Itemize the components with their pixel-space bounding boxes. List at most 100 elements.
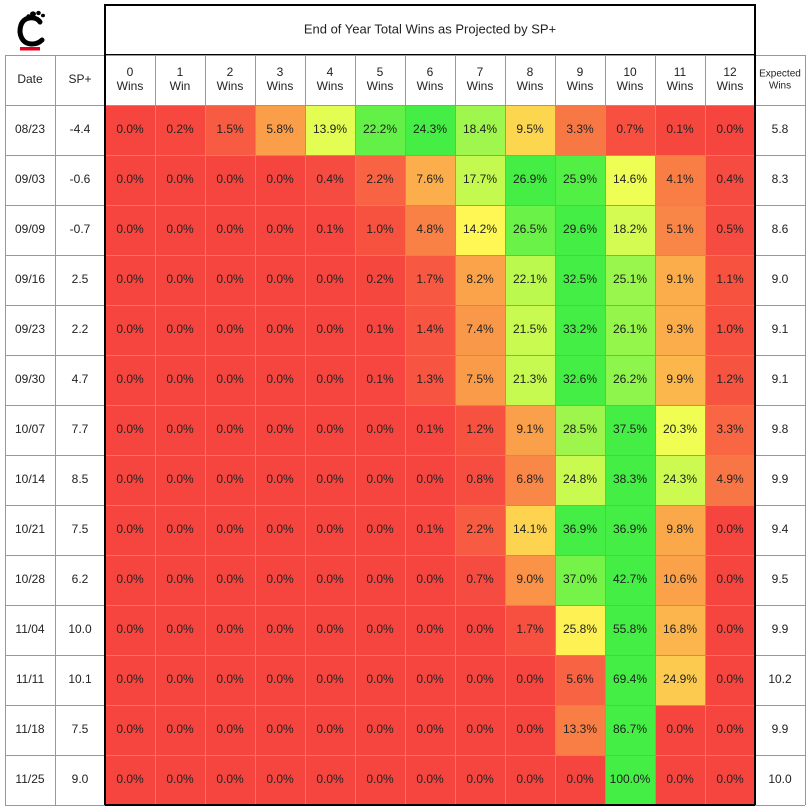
heatmap-cell xyxy=(355,155,405,205)
heatmap-cell-label: 0.0% xyxy=(316,272,344,286)
heatmap-cell-label: 0.0% xyxy=(416,722,444,736)
heatmap-cell xyxy=(455,555,505,605)
heatmap-cell xyxy=(655,355,705,405)
heatmap-cell xyxy=(705,105,755,155)
heatmap-cell-label: 4.9% xyxy=(716,472,744,486)
column-header-unit: Wins xyxy=(617,79,644,93)
heatmap-cell-label: 0.0% xyxy=(716,672,744,686)
heatmap-cell-label: 37.5% xyxy=(613,422,647,436)
heatmap-cell xyxy=(255,205,305,255)
heatmap-cell xyxy=(305,755,355,805)
heatmap-cell xyxy=(555,355,605,405)
heatmap-cell xyxy=(505,705,555,755)
row-sp: 10.0 xyxy=(68,622,92,636)
row-sp: 7.7 xyxy=(72,422,89,436)
heatmap-cell xyxy=(155,355,205,405)
row-sp: 8.5 xyxy=(72,472,89,486)
heatmap-cell xyxy=(255,505,305,555)
heatmap-cell-label: 0.1% xyxy=(366,322,394,336)
heavy-borders xyxy=(104,5,756,806)
row-date: 09/30 xyxy=(15,372,45,386)
heatmap-cell-label: 0.0% xyxy=(116,372,144,386)
column-header-number: 0 xyxy=(127,65,134,79)
heatmap-cell xyxy=(455,505,505,555)
row-expected-wins: 9.0 xyxy=(772,272,789,286)
header-expected-line2: Wins xyxy=(769,81,791,92)
heatmap-cell xyxy=(605,505,655,555)
heatmap-cell xyxy=(305,105,355,155)
heatmap-cell xyxy=(455,655,505,705)
heatmap-cell xyxy=(105,305,155,355)
header-sp: SP+ xyxy=(68,72,91,86)
heatmap-cell-label: 0.0% xyxy=(266,222,294,236)
heatmap-cell-label: 0.1% xyxy=(366,372,394,386)
heatmap-cell-label: 0.0% xyxy=(316,322,344,336)
heatmap-cell-label: 9.3% xyxy=(666,322,694,336)
heatmap-cell xyxy=(155,655,205,705)
heatmap-cell xyxy=(155,555,205,605)
heatmap-cell xyxy=(205,655,255,705)
heatmap-cell-label: 0.5% xyxy=(716,222,744,236)
heatmap-cell xyxy=(505,105,555,155)
heatmap-cell xyxy=(155,405,205,455)
heatmap-cell xyxy=(605,655,655,705)
heatmap-cell xyxy=(705,355,755,405)
heatmap-cell-label: 13.9% xyxy=(313,122,347,136)
row-date: 11/18 xyxy=(15,722,44,736)
heatmap-cell-label: 33.2% xyxy=(563,322,597,336)
heatmap-cell-label: 10.6% xyxy=(663,572,697,586)
column-header-unit: Wins xyxy=(267,79,294,93)
heatmap-cell-label: 25.8% xyxy=(563,622,597,636)
heatmap-cell-label: 0.0% xyxy=(666,722,694,736)
heatmap-cell xyxy=(105,655,155,705)
heatmap-cell-label: 0.0% xyxy=(266,622,294,636)
heatmap-cell xyxy=(605,255,655,305)
heatmap-cell xyxy=(505,505,555,555)
heatmap-cell xyxy=(205,455,255,505)
row-sp: 4.7 xyxy=(72,372,89,386)
heatmap-cell xyxy=(405,355,455,405)
heatmap-cell-label: 20.3% xyxy=(663,422,697,436)
row-expected-wins: 10.0 xyxy=(768,772,792,786)
heatmap-cell-label: 14.2% xyxy=(463,222,497,236)
heatmap-cell xyxy=(105,155,155,205)
heatmap-cell-label: 0.0% xyxy=(366,722,394,736)
heatmap-cell-label: 9.8% xyxy=(666,522,694,536)
row-expected-wins: 9.9 xyxy=(772,622,789,636)
heatmap-cell xyxy=(405,755,455,805)
heatmap-cell-label: 0.0% xyxy=(266,172,294,186)
heatmap-cell xyxy=(105,355,155,405)
heatmap-cell xyxy=(455,205,505,255)
row-date: 09/16 xyxy=(15,272,45,286)
heatmap-cell-label: 0.0% xyxy=(116,622,144,636)
row-expected-wins: 8.3 xyxy=(772,172,789,186)
heatmap-cell-label: 37.0% xyxy=(563,572,597,586)
heatmap-cell-label: 24.9% xyxy=(663,672,697,686)
heatmap-cell xyxy=(405,705,455,755)
heatmap-cell xyxy=(505,355,555,405)
heatmap-cell xyxy=(605,155,655,205)
heatmap-cell xyxy=(705,655,755,705)
heatmap-cell-label: 1.3% xyxy=(416,372,444,386)
heatmap-cell-label: 9.9% xyxy=(666,372,694,386)
heatmap-cell xyxy=(155,755,205,805)
heatmap-cell xyxy=(655,505,705,555)
row-expected-wins: 9.1 xyxy=(772,322,789,336)
heatmap-cell xyxy=(555,455,605,505)
heatmap-cell-label: 26.1% xyxy=(613,322,647,336)
heatmap-cell-label: 0.0% xyxy=(216,772,244,786)
heatmap-cell xyxy=(355,555,405,605)
heatmap-cell xyxy=(105,555,155,605)
heatmap-cell xyxy=(355,205,405,255)
heatmap-cell-label: 0.0% xyxy=(116,572,144,586)
heatmap-cell-label: 1.0% xyxy=(716,322,744,336)
heatmap-cell xyxy=(505,555,555,605)
heatmap-cell xyxy=(405,455,455,505)
heatmap-cell xyxy=(355,405,405,455)
heatmap-cell xyxy=(505,755,555,805)
heatmap-cell xyxy=(205,755,255,805)
heatmap-cell xyxy=(355,455,405,505)
row-date: 10/07 xyxy=(15,422,45,436)
heatmap-cell-label: 1.7% xyxy=(416,272,444,286)
column-header-number: 8 xyxy=(527,65,534,79)
